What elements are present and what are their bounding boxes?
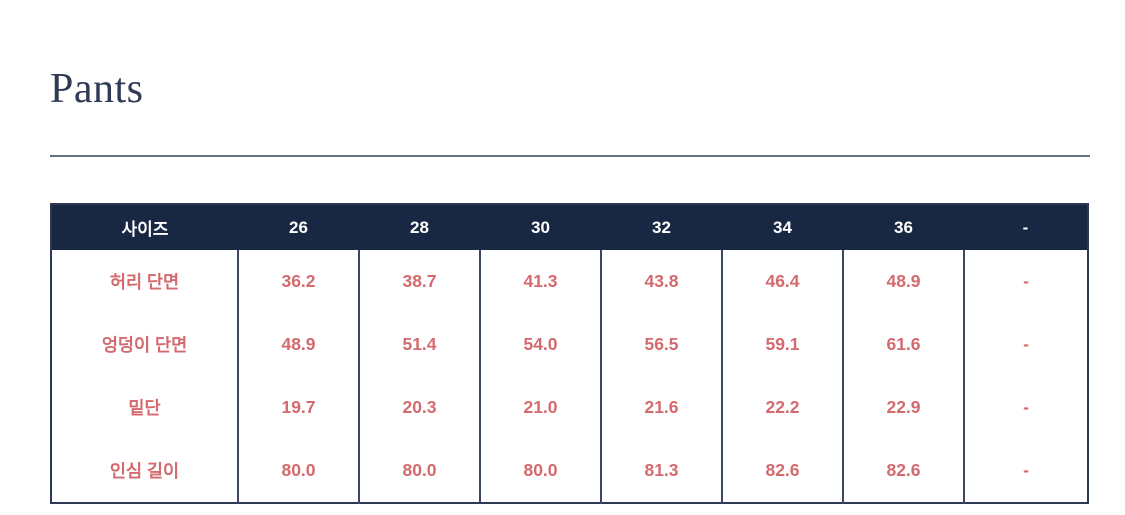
table-cell: 82.6 <box>721 439 844 503</box>
header-cell-size-30: 30 <box>480 204 601 250</box>
table-cell: 51.4 <box>358 313 481 376</box>
page-title: Pants <box>50 66 144 112</box>
table-cell: 80.0 <box>479 439 602 503</box>
table-cell: 20.3 <box>358 376 481 439</box>
table-row-inseam: 인심 길이 80.0 80.0 80.0 81.3 82.6 82.6 - <box>51 439 1088 503</box>
table-cell: 48.9 <box>237 313 360 376</box>
table-cell: - <box>963 313 1088 376</box>
table-row-hem: 밑단 19.7 20.3 21.0 21.6 22.2 22.9 - <box>51 376 1088 439</box>
table-cell: 21.0 <box>479 376 602 439</box>
table-row-waist: 허리 단면 36.2 38.7 41.3 43.8 46.4 48.9 - <box>51 250 1088 313</box>
row-label-hem: 밑단 <box>51 376 239 439</box>
size-table: 사이즈 26 28 30 32 34 36 - 허리 단면 36.2 38.7 … <box>50 203 1089 504</box>
table-row-hip: 엉덩이 단면 48.9 51.4 54.0 56.5 59.1 61.6 - <box>51 313 1088 376</box>
header-cell-size-26: 26 <box>238 204 359 250</box>
header-cell-size-label: 사이즈 <box>51 204 238 250</box>
table-cell: 81.3 <box>600 439 723 503</box>
header-cell-size-dash: - <box>964 204 1088 250</box>
table-cell: 22.2 <box>721 376 844 439</box>
table-cell: 61.6 <box>842 313 965 376</box>
table-cell: 56.5 <box>600 313 723 376</box>
row-label-hip: 엉덩이 단면 <box>51 313 239 376</box>
size-table-header-row: 사이즈 26 28 30 32 34 36 - <box>51 204 1088 250</box>
table-cell: 36.2 <box>237 250 360 313</box>
table-cell: - <box>963 376 1088 439</box>
row-label-waist: 허리 단면 <box>51 250 239 313</box>
table-cell: 21.6 <box>600 376 723 439</box>
table-cell: 22.9 <box>842 376 965 439</box>
table-cell: 59.1 <box>721 313 844 376</box>
table-cell: 82.6 <box>842 439 965 503</box>
table-cell: 80.0 <box>358 439 481 503</box>
header-cell-size-34: 34 <box>722 204 843 250</box>
header-cell-size-36: 36 <box>843 204 964 250</box>
table-cell: 19.7 <box>237 376 360 439</box>
table-cell: 48.9 <box>842 250 965 313</box>
table-cell: - <box>963 439 1088 503</box>
table-cell: 54.0 <box>479 313 602 376</box>
table-cell: 38.7 <box>358 250 481 313</box>
table-cell: 41.3 <box>479 250 602 313</box>
header-cell-size-28: 28 <box>359 204 480 250</box>
row-label-inseam: 인심 길이 <box>51 439 239 503</box>
table-cell: - <box>963 250 1088 313</box>
title-divider <box>50 155 1090 157</box>
table-cell: 43.8 <box>600 250 723 313</box>
table-cell: 46.4 <box>721 250 844 313</box>
table-cell: 80.0 <box>237 439 360 503</box>
header-cell-size-32: 32 <box>601 204 722 250</box>
